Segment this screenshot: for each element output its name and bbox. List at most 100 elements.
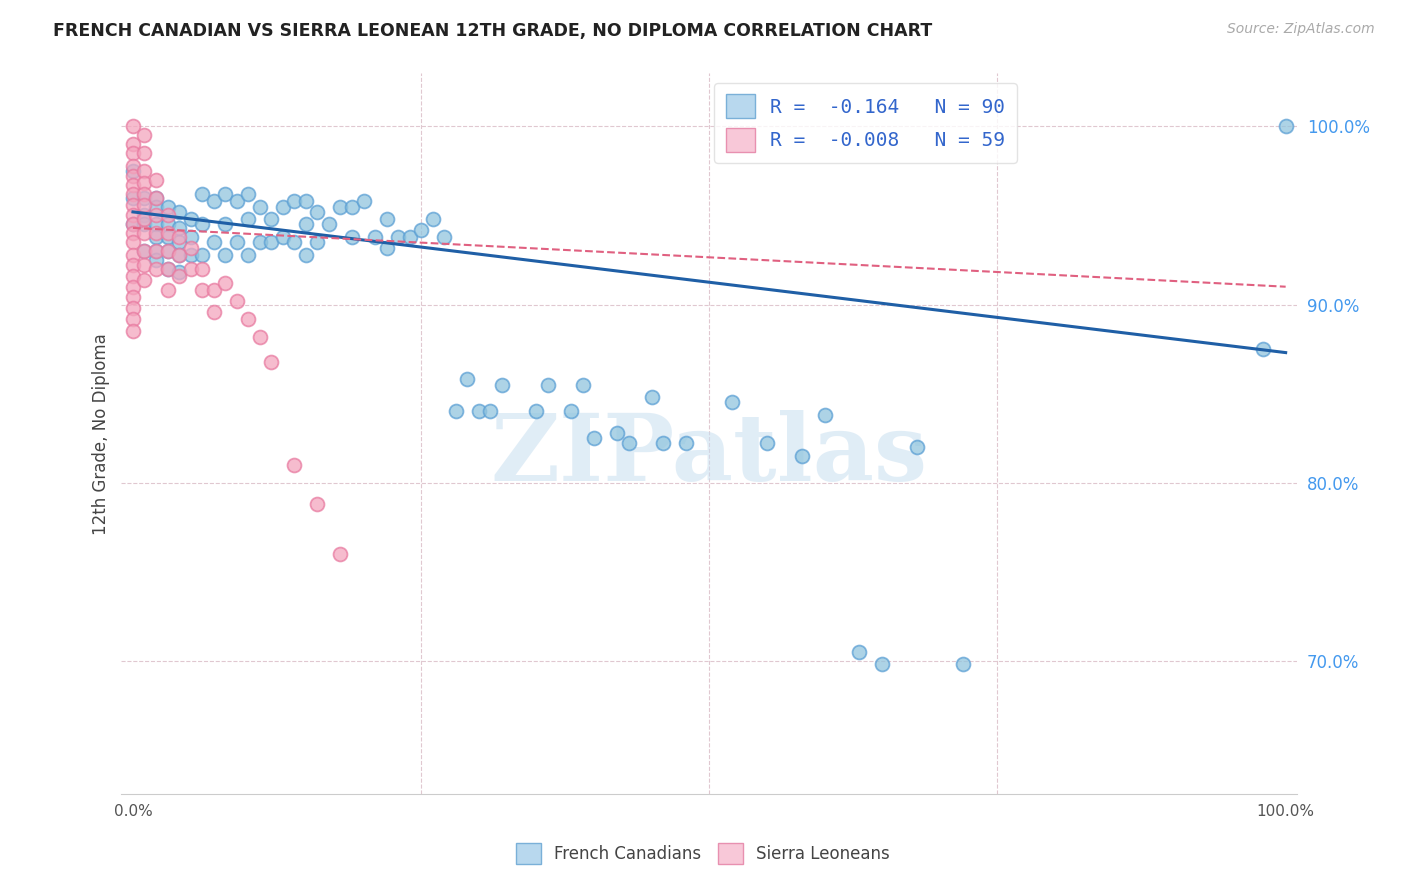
Point: [122, 137, 145, 152]
Point: [156, 261, 179, 276]
Point: [156, 230, 179, 244]
Point: [307, 235, 329, 249]
Point: [134, 212, 156, 227]
Point: [122, 324, 145, 338]
Point: [790, 449, 813, 463]
Point: [340, 200, 363, 214]
Point: [238, 311, 260, 326]
Point: [167, 205, 190, 219]
Point: [156, 244, 179, 258]
Point: [145, 191, 167, 205]
Point: [537, 377, 560, 392]
Point: [122, 209, 145, 223]
Point: [122, 227, 145, 241]
Point: [134, 187, 156, 202]
Point: [134, 128, 156, 143]
Point: [1251, 342, 1274, 356]
Point: [167, 235, 190, 249]
Point: [180, 240, 202, 254]
Point: [156, 209, 179, 223]
Point: [167, 221, 190, 235]
Point: [156, 244, 179, 258]
Point: [191, 187, 214, 202]
Point: [191, 247, 214, 261]
Point: [122, 164, 145, 178]
Point: [134, 244, 156, 258]
Point: [249, 235, 271, 249]
Point: [249, 329, 271, 343]
Point: [167, 265, 190, 279]
Point: [617, 436, 640, 450]
Point: [249, 200, 271, 214]
Point: [145, 252, 167, 267]
Point: [122, 159, 145, 173]
Point: [122, 258, 145, 272]
Point: [387, 230, 409, 244]
Point: [271, 200, 294, 214]
Legend: R =  -0.164   N = 90, R =  -0.008   N = 59: R = -0.164 N = 90, R = -0.008 N = 59: [714, 83, 1017, 163]
Point: [156, 218, 179, 232]
Point: [145, 230, 167, 244]
Point: [122, 191, 145, 205]
Point: [606, 425, 628, 440]
Point: [260, 212, 283, 227]
Point: [468, 404, 491, 418]
Point: [433, 230, 456, 244]
Point: [307, 497, 329, 511]
Point: [180, 212, 202, 227]
Point: [122, 311, 145, 326]
Point: [134, 227, 156, 241]
Point: [134, 146, 156, 161]
Point: [295, 194, 318, 209]
Point: [202, 304, 225, 318]
Point: [122, 218, 145, 232]
Point: [191, 283, 214, 297]
Point: [202, 235, 225, 249]
Point: [755, 436, 778, 450]
Point: [225, 235, 247, 249]
Point: [134, 177, 156, 191]
Point: [375, 240, 398, 254]
Point: [145, 209, 167, 223]
Point: [122, 247, 145, 261]
Point: [145, 244, 167, 258]
Point: [214, 247, 236, 261]
Point: [456, 372, 478, 386]
Point: [225, 293, 247, 308]
Point: [191, 218, 214, 232]
Point: [202, 283, 225, 297]
Point: [180, 247, 202, 261]
Point: [145, 227, 167, 241]
Point: [295, 247, 318, 261]
Point: [479, 404, 502, 418]
Point: [145, 244, 167, 258]
Point: [134, 209, 156, 223]
Point: [238, 212, 260, 227]
Point: [167, 230, 190, 244]
Point: [353, 194, 375, 209]
Point: [225, 194, 247, 209]
Point: [952, 657, 974, 672]
Point: [214, 218, 236, 232]
Point: [214, 187, 236, 202]
Point: [122, 290, 145, 304]
Point: [640, 390, 662, 404]
Point: [145, 218, 167, 232]
Point: [134, 244, 156, 258]
Point: [283, 235, 305, 249]
Text: FRENCH CANADIAN VS SIERRA LEONEAN 12TH GRADE, NO DIPLOMA CORRELATION CHART: FRENCH CANADIAN VS SIERRA LEONEAN 12TH G…: [53, 22, 932, 40]
Point: [122, 146, 145, 161]
Point: [156, 200, 179, 214]
Point: [675, 436, 697, 450]
Point: [134, 191, 156, 205]
Point: [283, 194, 305, 209]
Point: [848, 645, 870, 659]
Point: [571, 377, 593, 392]
Text: ZIPatlas: ZIPatlas: [491, 410, 928, 500]
Point: [340, 230, 363, 244]
Point: [191, 261, 214, 276]
Point: [813, 408, 835, 422]
Point: [145, 261, 167, 276]
Point: [134, 258, 156, 272]
Point: [870, 657, 893, 672]
